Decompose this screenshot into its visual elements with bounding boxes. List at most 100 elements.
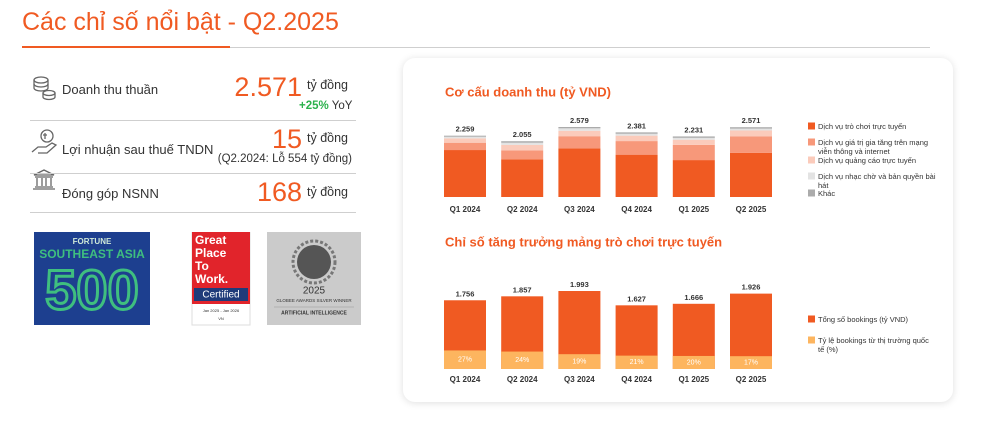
x-tick-label: Q3 2024 bbox=[564, 375, 595, 384]
award-logos: FORTUNE SOUTHEAST ASIA 500 Great Place T… bbox=[34, 232, 361, 326]
total-label: 2.571 bbox=[742, 116, 761, 125]
legend-label: Dịch vụ trò chơi trực tuyến bbox=[818, 121, 907, 131]
x-tick-label: Q2 2024 bbox=[507, 375, 538, 384]
row-separator bbox=[30, 212, 356, 213]
bar-segment bbox=[444, 135, 486, 137]
fortune-top: FORTUNE bbox=[73, 237, 112, 246]
x-tick-label: Q4 2024 bbox=[621, 375, 652, 384]
bar-segment bbox=[558, 127, 601, 129]
bar-segment bbox=[615, 132, 658, 134]
bar-segment bbox=[615, 154, 658, 197]
legend-swatch bbox=[808, 172, 815, 180]
bar-segment bbox=[501, 144, 544, 151]
x-tick-label: Q1 2025 bbox=[678, 375, 709, 384]
bar-segment bbox=[672, 144, 715, 161]
total-label: 2.055 bbox=[513, 130, 532, 139]
gptw-country: VN bbox=[218, 316, 224, 321]
bar-segment bbox=[672, 137, 715, 140]
legend-swatch bbox=[808, 315, 815, 323]
metric-label: Lợi nhuận sau thuế TNDN bbox=[62, 142, 214, 157]
bar-segment bbox=[501, 150, 544, 160]
x-tick-label: Q1 2024 bbox=[450, 205, 481, 214]
legend-label: Tổng số bookings (tỷ VND) bbox=[818, 314, 909, 324]
legend-swatch bbox=[808, 189, 815, 197]
yoy-change: +25% bbox=[299, 100, 329, 112]
share-label: 27% bbox=[458, 357, 472, 364]
bar-segment bbox=[444, 150, 486, 197]
legend-label: Dịch vụ nhạc chờ và bản quyền bài hát bbox=[818, 171, 936, 190]
metric-note: (Q2.2024: Lỗ 554 tỷ đồng) bbox=[217, 153, 352, 165]
bar-segment bbox=[730, 136, 772, 153]
bar-segment bbox=[558, 128, 601, 131]
value-label: 1.993 bbox=[570, 280, 589, 289]
x-tick-label: Q2 2024 bbox=[507, 205, 538, 214]
legend-swatch bbox=[808, 138, 815, 146]
row-separator bbox=[30, 173, 356, 174]
bar-segment bbox=[558, 136, 601, 149]
share-label: 17% bbox=[744, 359, 758, 366]
legend-swatch bbox=[808, 156, 815, 164]
metric-icons bbox=[31, 76, 58, 190]
bar-segment bbox=[615, 135, 658, 142]
value-label: 1.627 bbox=[627, 294, 646, 303]
page-title: Các chỉ số nổi bật - Q2.2025 bbox=[22, 8, 339, 36]
header-accent bbox=[22, 46, 230, 48]
globee-category: ARTIFICIAL INTELLIGENCE bbox=[281, 310, 347, 316]
share-bar bbox=[730, 356, 772, 369]
gptw-certified: Certified bbox=[202, 290, 239, 301]
bar-segment bbox=[501, 142, 544, 145]
bar-segment bbox=[730, 127, 772, 129]
bar-segment bbox=[615, 133, 658, 136]
share-bar bbox=[615, 355, 658, 369]
metric-unit: tỷ đồng bbox=[307, 131, 349, 145]
gptw-line: To bbox=[195, 259, 209, 273]
bar-segment bbox=[730, 152, 772, 197]
bar-segment bbox=[672, 136, 715, 138]
share-bar bbox=[444, 350, 486, 369]
value-label: 1.756 bbox=[456, 289, 475, 298]
gptw-line: Place bbox=[195, 246, 227, 260]
total-label: 2.579 bbox=[570, 116, 589, 125]
legend-swatch bbox=[808, 336, 815, 344]
bar-segment bbox=[730, 130, 772, 137]
fortune-region: SOUTHEAST ASIA bbox=[39, 247, 145, 261]
share-label: 19% bbox=[572, 358, 586, 365]
bar-segment bbox=[558, 148, 601, 197]
x-tick-label: Q3 2024 bbox=[564, 205, 595, 214]
row-separator bbox=[30, 120, 356, 121]
metric-unit: tỷ đồng bbox=[307, 185, 349, 199]
metric-label: Doanh thu thuần bbox=[62, 82, 159, 97]
value-label: 1.926 bbox=[742, 283, 761, 292]
chart-title: Chỉ số tăng trưởng mảng trò chơi trực tu… bbox=[445, 234, 722, 249]
bar-segment bbox=[672, 160, 715, 197]
share-label: 21% bbox=[630, 359, 644, 366]
bar-segment bbox=[501, 159, 544, 197]
gptw-line: Work. bbox=[195, 272, 228, 286]
metric-value: 168 bbox=[256, 177, 302, 207]
value-label: 1.857 bbox=[513, 285, 532, 294]
share-bar bbox=[501, 351, 544, 369]
bar-segment bbox=[444, 138, 486, 143]
fortune-number: 500 bbox=[45, 258, 138, 321]
metric-unit: tỷ đồng bbox=[307, 78, 349, 92]
total-label: 2.231 bbox=[684, 125, 703, 134]
total-label: 2.381 bbox=[627, 121, 646, 130]
fortune-logo bbox=[34, 232, 150, 325]
globee-award: GLOBEE AWARDS SILVER WINNER bbox=[276, 298, 352, 303]
bar-segment bbox=[444, 136, 486, 139]
metric-value: 2.571 bbox=[234, 72, 302, 102]
x-tick-label: Q2 2025 bbox=[736, 375, 767, 384]
total-label: 2.259 bbox=[456, 125, 475, 134]
value-label: 1.666 bbox=[684, 293, 703, 302]
x-tick-label: Q1 2025 bbox=[678, 205, 709, 214]
metric-label: Đóng góp NSNN bbox=[62, 186, 159, 201]
metric-note: +25% YoY bbox=[299, 100, 352, 112]
bar-segment bbox=[615, 141, 658, 155]
header-rule bbox=[22, 47, 930, 48]
chart-title: Cơ cấu doanh thu (tỷ VND) bbox=[445, 84, 611, 99]
share-bar bbox=[672, 355, 715, 369]
gptw-line: Great bbox=[195, 233, 226, 247]
gptw-period: Jan 2025 - Jan 2026 bbox=[203, 308, 240, 313]
